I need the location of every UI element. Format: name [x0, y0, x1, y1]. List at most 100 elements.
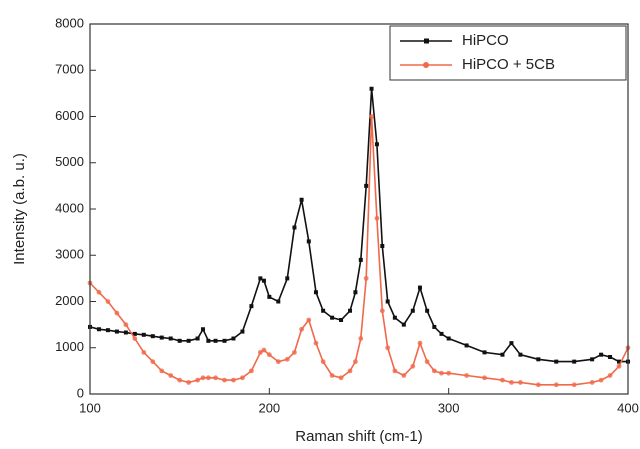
- data-point: [553, 382, 559, 388]
- data-point: [284, 356, 290, 362]
- data-point: [417, 340, 423, 346]
- data-point: [392, 368, 398, 374]
- data-point: [114, 329, 119, 334]
- data-point: [258, 276, 263, 281]
- data-point: [446, 336, 451, 341]
- data-point: [123, 330, 128, 335]
- data-point: [261, 278, 266, 283]
- data-point: [267, 294, 272, 299]
- data-point: [425, 308, 430, 313]
- data-point: [231, 377, 236, 383]
- y-tick-label: 6000: [55, 108, 84, 123]
- data-point: [385, 345, 391, 351]
- data-point: [417, 285, 422, 290]
- data-point: [424, 359, 430, 365]
- data-point: [306, 317, 312, 323]
- data-point: [206, 338, 211, 343]
- data-point: [299, 326, 305, 332]
- data-point: [195, 377, 201, 383]
- x-axis-label: Raman shift (cm-1): [295, 428, 423, 445]
- data-point: [348, 308, 353, 313]
- data-point: [240, 329, 245, 334]
- data-point: [200, 327, 205, 332]
- data-point: [464, 343, 469, 348]
- data-point: [141, 332, 146, 337]
- data-point: [168, 336, 173, 341]
- data-point: [313, 340, 319, 346]
- data-point: [285, 276, 290, 281]
- data-point: [401, 322, 406, 327]
- data-point: [589, 380, 595, 385]
- data-point: [535, 382, 541, 388]
- data-point: [363, 275, 369, 281]
- data-point: [590, 357, 595, 362]
- data-point: [141, 349, 147, 355]
- data-point: [306, 239, 311, 244]
- data-point: [186, 338, 191, 343]
- data-point: [374, 215, 380, 221]
- data-point: [114, 310, 120, 316]
- data-point: [150, 359, 156, 365]
- y-tick-label: 4000: [55, 200, 84, 215]
- data-point: [347, 368, 353, 374]
- data-point: [96, 327, 101, 332]
- data-point: [105, 328, 110, 333]
- data-point: [608, 355, 613, 359]
- data-point: [358, 336, 364, 341]
- series-line: [89, 116, 629, 386]
- data-point: [358, 257, 363, 262]
- series-line: [89, 88, 628, 363]
- data-point: [410, 363, 416, 369]
- data-point: [159, 368, 165, 374]
- data-point: [410, 308, 415, 313]
- data-point: [275, 359, 281, 365]
- data-point: [401, 373, 407, 378]
- data-point: [222, 377, 227, 383]
- data-point: [249, 368, 254, 374]
- data-point: [554, 359, 559, 364]
- data-point: [500, 377, 505, 383]
- y-tick-label: 5000: [55, 154, 84, 169]
- data-point: [330, 315, 335, 320]
- data-point: [509, 380, 514, 385]
- y-tick-label: 7000: [55, 62, 84, 77]
- data-point: [509, 341, 514, 346]
- data-point: [464, 373, 469, 378]
- data-point: [439, 331, 444, 336]
- data-point: [353, 359, 358, 365]
- data-point: [132, 331, 137, 336]
- data-point: [374, 142, 379, 147]
- data-point: [266, 352, 272, 358]
- data-point: [249, 304, 254, 309]
- data-point: [364, 183, 369, 188]
- data-point: [299, 197, 304, 202]
- data-point: [177, 377, 183, 383]
- x-tick-label: 300: [438, 400, 460, 415]
- data-point: [598, 377, 604, 383]
- y-axis-label: Intensity (a.b. u.): [11, 153, 28, 265]
- y-tick-label: 1000: [55, 339, 84, 354]
- x-tick-label: 400: [617, 400, 639, 415]
- y-tick-label: 0: [77, 385, 84, 400]
- data-point: [186, 380, 192, 385]
- data-point: [607, 373, 613, 378]
- data-point: [205, 375, 211, 381]
- legend-label: HiPCO + 5CB: [462, 56, 555, 73]
- legend-marker: [423, 62, 429, 68]
- data-point: [292, 349, 297, 355]
- data-point: [616, 363, 622, 369]
- data-point: [571, 382, 577, 388]
- data-point: [392, 315, 397, 320]
- data-point: [617, 359, 622, 364]
- data-point: [105, 299, 111, 304]
- data-point: [231, 336, 236, 341]
- data-point: [500, 352, 505, 357]
- y-tick-label: 3000: [55, 247, 84, 262]
- data-point: [195, 336, 200, 341]
- data-point: [150, 334, 155, 339]
- data-point: [536, 357, 541, 362]
- data-point: [96, 289, 102, 295]
- data-point: [482, 350, 487, 355]
- data-point: [339, 318, 344, 322]
- data-point: [518, 380, 523, 385]
